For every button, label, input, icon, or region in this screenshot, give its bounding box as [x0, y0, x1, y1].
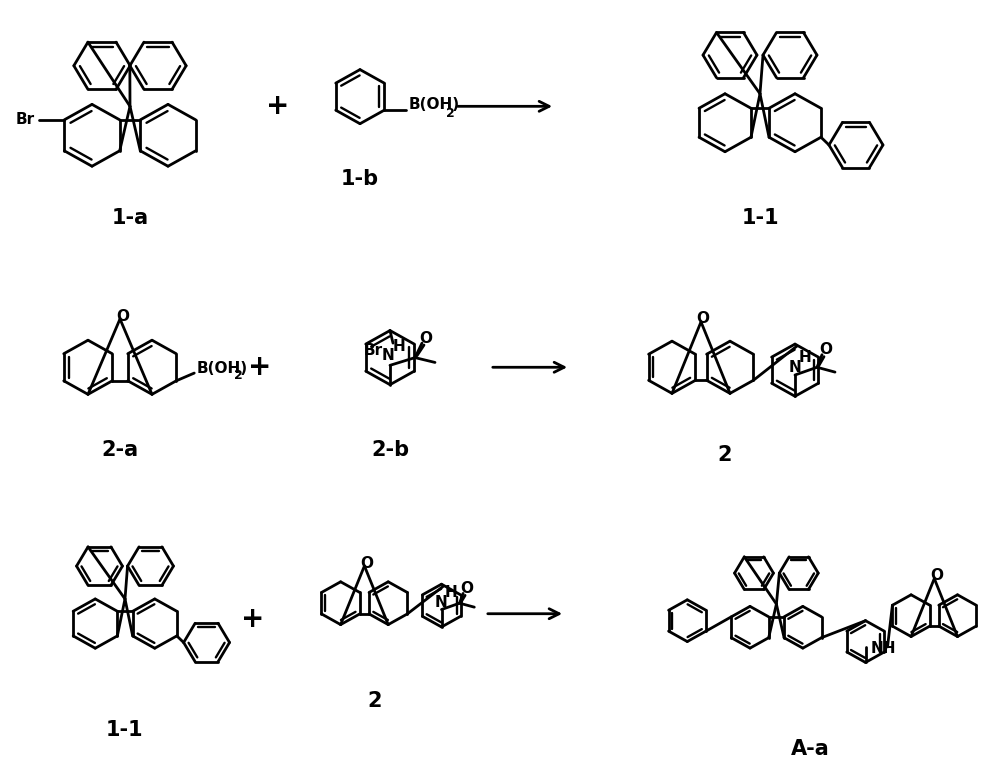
Text: O: O — [930, 568, 943, 583]
Text: B(OH): B(OH) — [408, 97, 459, 112]
Text: Br: Br — [15, 112, 34, 127]
Text: O: O — [360, 556, 373, 571]
Text: O: O — [820, 343, 832, 357]
Text: 2: 2 — [368, 691, 382, 711]
Text: N: N — [435, 594, 448, 609]
Text: +: + — [266, 92, 290, 121]
Text: 2-b: 2-b — [371, 440, 409, 460]
Text: +: + — [248, 353, 272, 381]
Text: 2: 2 — [234, 369, 243, 383]
Text: O: O — [696, 312, 710, 327]
Text: Br: Br — [364, 343, 383, 359]
Text: NH: NH — [871, 641, 896, 656]
Text: O: O — [420, 330, 432, 346]
Text: O: O — [116, 309, 130, 324]
Text: 1-1: 1-1 — [741, 208, 779, 228]
Text: 2: 2 — [718, 445, 732, 465]
Text: 1-b: 1-b — [341, 169, 379, 190]
Text: A-a: A-a — [791, 739, 829, 758]
Text: H: H — [445, 585, 458, 600]
Text: 1-1: 1-1 — [106, 720, 144, 740]
Text: N: N — [382, 349, 394, 363]
Text: 1-a: 1-a — [111, 208, 149, 228]
Text: 2-a: 2-a — [101, 440, 139, 460]
Text: O: O — [461, 581, 474, 596]
Text: H: H — [393, 339, 405, 354]
Text: +: + — [241, 605, 265, 633]
Text: H: H — [799, 350, 811, 365]
Text: N: N — [789, 360, 801, 375]
Text: B(OH): B(OH) — [196, 361, 247, 376]
Text: 2: 2 — [446, 107, 455, 120]
